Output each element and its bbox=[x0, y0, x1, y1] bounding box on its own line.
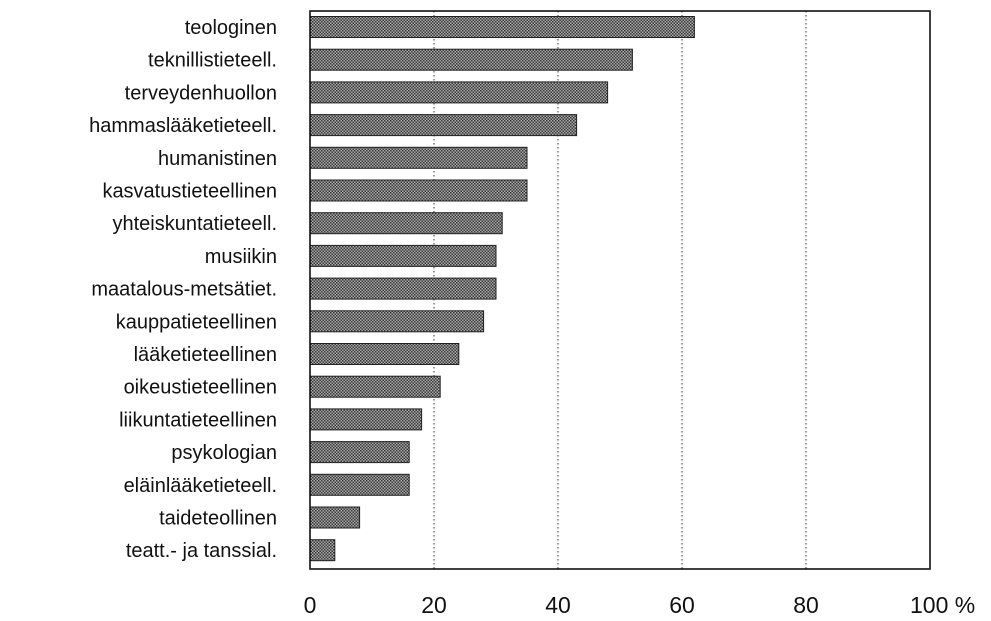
bar bbox=[309, 375, 441, 398]
category-label: hammaslääketieteell. bbox=[89, 115, 277, 137]
category-label: liikuntatieteellinen bbox=[119, 409, 277, 431]
category-label: humanistinen bbox=[158, 148, 277, 170]
category-label: teologinen bbox=[185, 17, 277, 39]
category-label: taideteollinen bbox=[159, 508, 277, 530]
category-labels: teologinen teknillistieteell. terveydenhuo… bbox=[89, 17, 277, 562]
bar bbox=[309, 539, 336, 562]
bar bbox=[309, 343, 460, 365]
bar bbox=[309, 16, 695, 38]
bars bbox=[309, 16, 695, 562]
bar bbox=[309, 441, 410, 464]
bar bbox=[309, 473, 410, 496]
bar bbox=[309, 277, 497, 300]
bar bbox=[309, 408, 423, 431]
category-label: lääketieteellinen bbox=[134, 344, 277, 366]
category-label: kasvatustieteellinen bbox=[102, 181, 277, 203]
bar bbox=[309, 212, 503, 235]
bar bbox=[309, 146, 528, 169]
grid-lines bbox=[433, 11, 807, 569]
x-tick-label: 80 bbox=[793, 592, 819, 618]
category-label: yhteiskuntatieteell. bbox=[112, 213, 277, 235]
bar bbox=[309, 81, 609, 104]
bar bbox=[309, 114, 578, 137]
x-tick-label: 40 bbox=[545, 592, 571, 618]
x-tick-label: 0 bbox=[304, 592, 317, 618]
bar bbox=[309, 310, 485, 333]
category-label: teknillistieteell. bbox=[148, 50, 277, 72]
category-label: oikeustieteellinen bbox=[124, 377, 277, 399]
category-label: maatalous-metsätiet. bbox=[91, 279, 277, 301]
bar bbox=[309, 179, 528, 202]
x-tick-label: 100 % bbox=[910, 592, 975, 618]
bar bbox=[309, 244, 497, 267]
category-label: psykologian bbox=[171, 442, 277, 464]
bar bbox=[309, 48, 633, 71]
category-label: eläinlääketieteell. bbox=[124, 475, 277, 497]
x-tick-label: 60 bbox=[669, 592, 695, 618]
bar bbox=[309, 506, 361, 529]
x-tick-label: 20 bbox=[421, 592, 447, 618]
plot-frame bbox=[309, 10, 931, 570]
category-label: musiikin bbox=[205, 246, 277, 268]
category-label: kauppatieteellinen bbox=[116, 311, 277, 333]
x-axis-ticks: 0 20 40 60 80 100 % bbox=[304, 592, 976, 618]
category-label: terveydenhuollon bbox=[125, 82, 277, 104]
category-label: teatt.- ja tanssial. bbox=[126, 540, 277, 562]
